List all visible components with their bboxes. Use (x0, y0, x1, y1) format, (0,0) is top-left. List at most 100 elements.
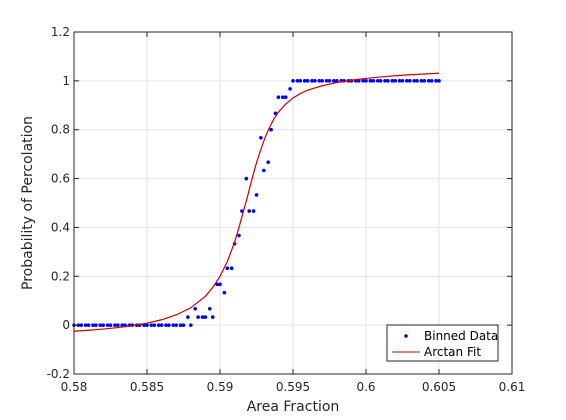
legend: Binned Data Arctan Fit (386, 324, 499, 362)
data-point-binned (167, 323, 171, 327)
data-point-binned (408, 79, 412, 83)
data-point-binned (259, 135, 263, 140)
x-tick-label: 0.595 (276, 380, 310, 394)
data-point-binned (203, 315, 208, 319)
data-point-binned (116, 323, 120, 327)
data-point-binned (415, 79, 419, 83)
data-point-binned (419, 79, 424, 83)
x-tick-label: 0.61 (499, 380, 526, 394)
data-point-binned (310, 79, 314, 83)
y-axis-title: Probability of Percolation (20, 116, 36, 290)
x-tick-label: 0.59 (207, 380, 234, 394)
data-point-binned (378, 79, 383, 83)
data-point-binned (386, 79, 390, 83)
data-point-binned (298, 79, 303, 83)
data-point-binned (181, 323, 186, 327)
data-point-binned (218, 282, 222, 287)
x-axis-title: Area Fraction (247, 399, 340, 415)
data-point-binned (266, 160, 270, 164)
ticks (73, 31, 513, 375)
data-point-binned (174, 323, 178, 327)
legend-label-binned-data: Binned Data (424, 329, 498, 343)
y-tick-label: -0.2 (47, 367, 70, 381)
data-point-binned (276, 95, 281, 100)
legend-marker-binned-data (404, 334, 408, 338)
series-line-arctan-fit (73, 72, 440, 332)
data-point-binned (320, 79, 325, 83)
data-point-binned (283, 95, 288, 100)
y-tick-label: 0.4 (51, 220, 70, 234)
data-point-binned (152, 323, 157, 327)
data-point-binned (193, 306, 197, 311)
data-point-binned (280, 95, 285, 100)
x-tick-label: 0.585 (130, 380, 164, 394)
data-point-binned (189, 323, 193, 327)
data-point-binned (108, 323, 113, 327)
data-point-binned (113, 323, 117, 327)
data-point-binned (200, 315, 205, 319)
data-point-binned (251, 209, 256, 213)
data-point-binned (375, 79, 380, 83)
data-point-binned (196, 315, 200, 319)
data-point-binned (254, 193, 259, 197)
data-point-binned (244, 176, 249, 181)
legend-label-arctan-fit: Arctan Fit (424, 345, 481, 359)
data-point-binned (269, 127, 273, 132)
data-point-binned (368, 79, 373, 83)
y-tick-label: 1 (62, 74, 70, 88)
data-point-binned (405, 79, 409, 83)
data-point-binned (120, 323, 124, 327)
data-point-binned (313, 79, 317, 83)
data-point-binned (156, 323, 161, 327)
data-point-binned (86, 323, 91, 327)
data-point-binned (412, 79, 416, 83)
data-point-binned (295, 79, 300, 83)
data-point-binned (210, 315, 215, 319)
data-point-binned (215, 282, 219, 287)
data-point-binned (94, 323, 98, 327)
data-point-binned (383, 79, 387, 83)
x-tick-label: 0.6 (356, 380, 375, 394)
series-layer (72, 72, 441, 332)
data-point-binned (393, 79, 398, 83)
data-point-binned (364, 79, 368, 83)
data-point-binned (426, 79, 431, 83)
data-point-binned (91, 323, 95, 327)
data-point-binned (222, 290, 227, 295)
data-point-binned (225, 266, 230, 271)
legend-box (386, 324, 499, 362)
data-point-binned (422, 79, 427, 83)
data-point-binned (164, 323, 168, 327)
data-point-binned (145, 323, 149, 327)
data-point-binned (237, 233, 241, 238)
data-point-binned (371, 79, 376, 83)
data-point-binned (390, 79, 395, 83)
data-point-binned (105, 323, 110, 327)
data-point-binned (332, 79, 336, 83)
data-point-binned (98, 323, 103, 327)
data-point-binned (229, 266, 234, 271)
data-point-binned (429, 79, 434, 83)
data-point-binned (335, 79, 339, 83)
data-point-binned (324, 79, 329, 83)
y-tick-label: 0.6 (51, 172, 70, 186)
data-point-binned (302, 79, 307, 83)
y-tick-label: 0 (62, 318, 70, 332)
y-tick-label: 0.2 (51, 269, 70, 283)
y-tick-label: 1.2 (51, 25, 70, 39)
data-point-binned (101, 323, 105, 327)
data-point-binned (149, 323, 154, 327)
data-point-binned (291, 79, 295, 83)
data-point-binned (434, 79, 438, 83)
y-tick-label: 0.8 (51, 123, 70, 137)
data-point-binned (79, 323, 84, 327)
data-point-binned (207, 306, 212, 311)
data-point-binned (247, 209, 251, 213)
x-tick-label: 0.58 (61, 380, 88, 394)
data-point-binned (288, 87, 292, 91)
tick-labels: 0.58 0.585 0.59 0.595 0.6 0.605 0.61-0.200.20.… (47, 25, 526, 394)
data-point-binned (437, 79, 441, 83)
data-point-binned (361, 79, 365, 83)
x-tick-label: 0.605 (422, 380, 456, 394)
